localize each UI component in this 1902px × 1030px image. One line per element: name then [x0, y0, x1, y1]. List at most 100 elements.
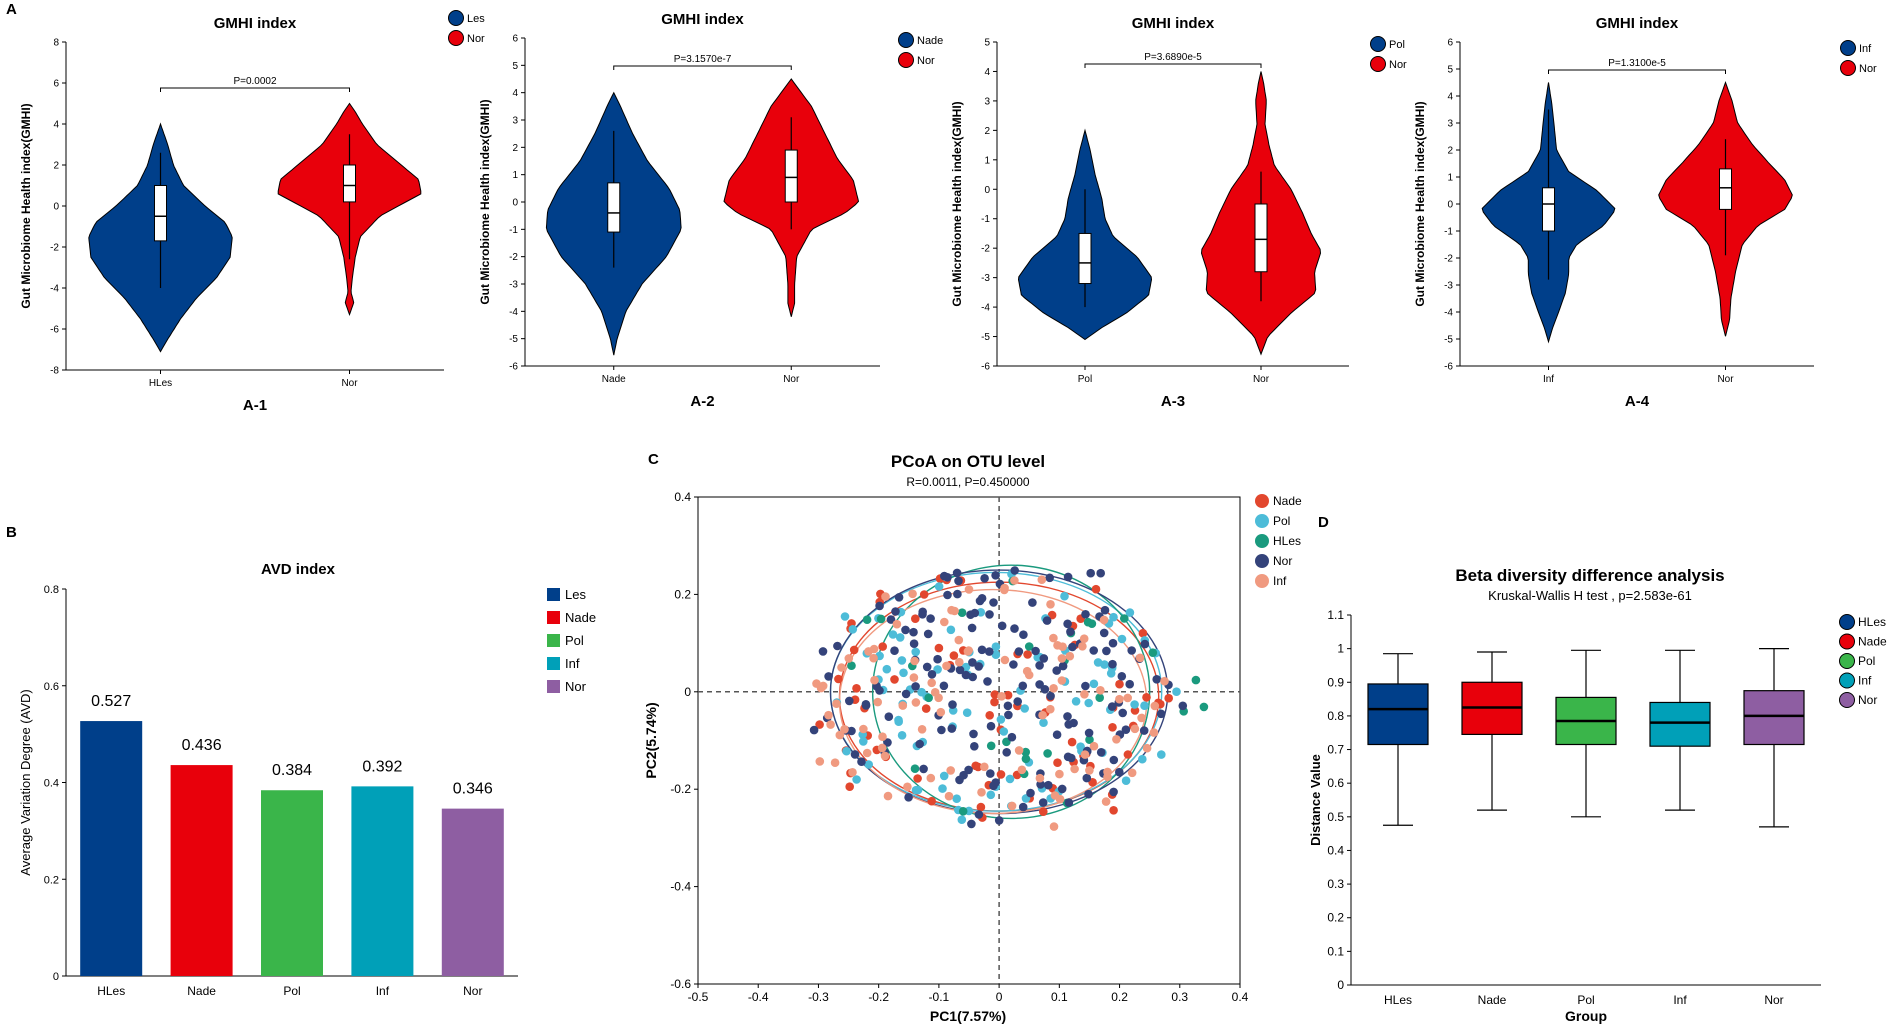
chart-subtitle: R=0.0011, P=0.450000 [906, 475, 1030, 489]
y-tick-label: 0 [684, 685, 691, 699]
scatter-point-inf [926, 773, 936, 783]
scatter-point-inf [1160, 676, 1169, 686]
y-tick-label: -5 [981, 332, 990, 343]
scatter-point-nade [976, 802, 986, 812]
scatter-point-nor [1004, 710, 1013, 720]
x-axis-label: Group [1565, 1008, 1607, 1024]
scatter-point-nor [847, 726, 856, 736]
x-tick-label: -0.4 [748, 990, 769, 1004]
x-tick-label: Nor [783, 374, 800, 385]
scatter-point-nor [1002, 748, 1011, 757]
scatter-point-nor [1107, 702, 1117, 711]
y-tick-label: 0.4 [44, 778, 59, 790]
x-tick-label: Nor [1253, 374, 1270, 385]
scatter-point-pol [1157, 750, 1166, 759]
significance-bracket [613, 65, 792, 70]
y-tick-label: -6 [509, 362, 518, 373]
scatter-point-inf [1099, 615, 1109, 625]
scatter-point-nor [1063, 619, 1072, 629]
scatter-point-nade [911, 614, 920, 623]
scatter-point-nade [1047, 610, 1057, 620]
scatter-point-nor [1044, 780, 1053, 790]
scatter-chart-pcoa: -0.5 -0.4 -0.3 -0.2 -0.1 0 0.1 0.2 0.3 0.4 -0.6 -0.… [643, 452, 1302, 1024]
scatter-point-nade [1123, 750, 1133, 759]
y-axis-label: Gut Microbiome Health index(GMHI) [478, 99, 492, 304]
y-tick-label: -4 [50, 284, 59, 295]
scatter-point-pol [938, 784, 947, 793]
scatter-point-hles [1021, 747, 1030, 757]
scatter-point-pol [933, 665, 942, 674]
scatter-point-nor [977, 594, 987, 603]
scatter-point-nor [1084, 789, 1093, 799]
scatter-point-inf [1130, 724, 1140, 734]
chart-sublabel: A-3 [1161, 393, 1185, 410]
scatter-point-pol [1140, 701, 1149, 710]
x-tick-label: 0.3 [1171, 990, 1188, 1004]
y-tick-label: 1.1 [1327, 608, 1344, 622]
y-tick-label: -0.2 [670, 782, 691, 796]
scatter-point-inf [832, 699, 841, 708]
scatter-point-nor [1089, 646, 1098, 655]
scatter-point-pol [859, 737, 868, 746]
violin-chart-a4: -6 -5 -4 -3 -2 -1 0 1 2 3 4 5 6 GMHI index A-4 Gut Micr… [1413, 15, 1877, 410]
x-tick-label: 0 [996, 990, 1003, 1004]
y-tick-label: -6 [50, 325, 59, 336]
x-tick-label: Nade [1478, 993, 1507, 1007]
legend-marker [1839, 653, 1855, 669]
y-tick-label: 0.8 [44, 584, 59, 596]
scatter-point-inf [1080, 690, 1089, 699]
scatter-point-inf [1142, 743, 1152, 753]
scatter-point-inf [892, 619, 902, 629]
scatter-point-nor [983, 677, 992, 686]
scatter-point-nor [1178, 701, 1188, 711]
scatter-point-nade [890, 675, 899, 684]
y-tick-label: 0.6 [1327, 776, 1344, 790]
legend-marker [1839, 692, 1855, 708]
legend-label: Pol [1858, 654, 1875, 668]
scatter-point-nor [974, 810, 984, 819]
box-nor [1743, 690, 1805, 746]
scatter-point-nor [1031, 646, 1040, 656]
violin-box [154, 185, 167, 242]
scatter-point-inf [1070, 764, 1079, 774]
scatter-point-nor [861, 700, 871, 709]
scatter-point-nor [909, 627, 918, 637]
scatter-point-nor [922, 662, 932, 672]
y-tick-label: 5 [512, 61, 518, 72]
y-tick-label: 2 [512, 143, 518, 154]
legend-marker [547, 657, 560, 670]
scatter-point-nade [934, 643, 944, 653]
scatter-point-nor [901, 625, 910, 635]
scatter-point-nor [1081, 610, 1090, 619]
scatter-point-nor [1064, 798, 1074, 807]
scatter-point-inf [1127, 768, 1137, 778]
scatter-point-nor [1086, 568, 1095, 578]
scatter-point-pol [939, 771, 949, 781]
scatter-point-inf [910, 656, 919, 666]
scatter-point-pol [899, 668, 908, 678]
x-tick-label: Inf [376, 984, 390, 998]
scatter-point-nor [1140, 639, 1150, 649]
scatter-point-pol [895, 633, 905, 642]
box-inf [1649, 701, 1711, 747]
scatter-point-nor [1152, 675, 1161, 684]
scatter-point-inf [1096, 686, 1105, 695]
scatter-point-nor [967, 623, 977, 633]
violin-box [607, 182, 621, 233]
legend-marker [1255, 514, 1269, 528]
violin-box [1078, 232, 1092, 285]
scatter-point-nor [1118, 708, 1127, 718]
scatter-point-pol [934, 582, 944, 591]
scatter-point-hles [910, 764, 920, 773]
scatter-point-nor [937, 725, 946, 735]
panel-label-a: A [6, 1, 17, 18]
scatter-point-nor [989, 598, 998, 607]
legend-marker [1255, 534, 1269, 548]
scatter-point-nor [1035, 661, 1044, 670]
y-tick-label: -4 [509, 307, 518, 318]
legend-marker [1255, 494, 1269, 508]
box-hles [1367, 683, 1429, 746]
scatter-point-pol [1089, 679, 1099, 689]
x-tick-label: Inf [1543, 374, 1554, 385]
bar-value-label: 0.346 [453, 781, 493, 798]
